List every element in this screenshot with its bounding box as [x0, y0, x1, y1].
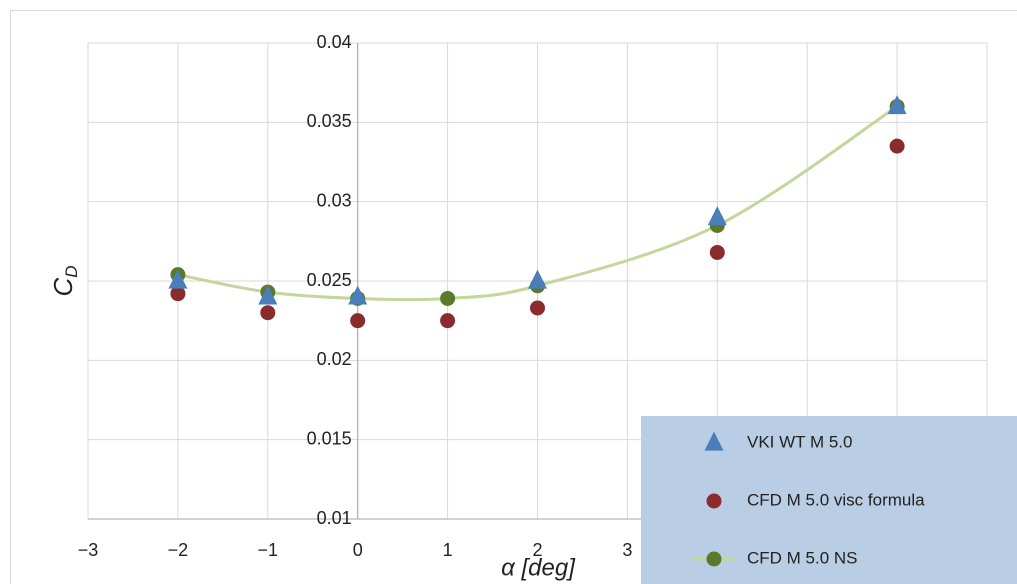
- circle-marker: [530, 300, 545, 316]
- legend-label: CFD M 5.0 visc formula: [747, 490, 925, 509]
- x-tick-label: −3: [78, 540, 99, 560]
- triangle-marker: [258, 285, 278, 305]
- y-tick-label: 0.04: [317, 32, 352, 52]
- x-tick-label: −1: [258, 540, 279, 560]
- triangle-marker: [704, 431, 724, 451]
- y-axis-title-sub: D: [62, 265, 81, 277]
- legend-label: VKI WT M 5.0: [747, 432, 853, 451]
- triangle-marker: [348, 285, 368, 305]
- y-tick-label: 0.035: [307, 111, 352, 131]
- circle-marker: [889, 138, 905, 154]
- x-tick-label: 1: [443, 540, 453, 560]
- circle-marker: [440, 290, 456, 306]
- y-tick-label: 0.02: [317, 349, 352, 369]
- legend-box: [641, 416, 1017, 584]
- circle-marker: [709, 244, 725, 260]
- circle-marker: [706, 551, 722, 567]
- y-tick-label: 0.01: [317, 508, 352, 528]
- circle-marker: [440, 313, 456, 329]
- triangle-marker: [528, 269, 547, 289]
- y-tick-label: 0.015: [307, 428, 352, 448]
- x-tick-label: 0: [353, 540, 363, 560]
- triangle-marker: [707, 206, 727, 226]
- circle-marker: [706, 493, 722, 509]
- y-tick-label: 0.03: [317, 190, 352, 210]
- triangle-marker: [168, 269, 188, 289]
- triangle-marker: [887, 95, 907, 115]
- y-axis-title: CD: [48, 265, 82, 296]
- y-axis-title-main: C: [48, 278, 78, 297]
- circle-marker: [260, 305, 276, 321]
- y-tick-label: 0.025: [307, 270, 352, 290]
- x-tick-label: 2: [532, 540, 542, 560]
- legend-label: CFD M 5.0 NS: [747, 548, 858, 567]
- x-tick-label: 3: [622, 540, 632, 560]
- x-tick-label: −2: [168, 540, 189, 560]
- circle-marker: [350, 313, 366, 329]
- x-axis-title: α [deg]: [501, 554, 576, 581]
- circle-marker: [170, 286, 186, 302]
